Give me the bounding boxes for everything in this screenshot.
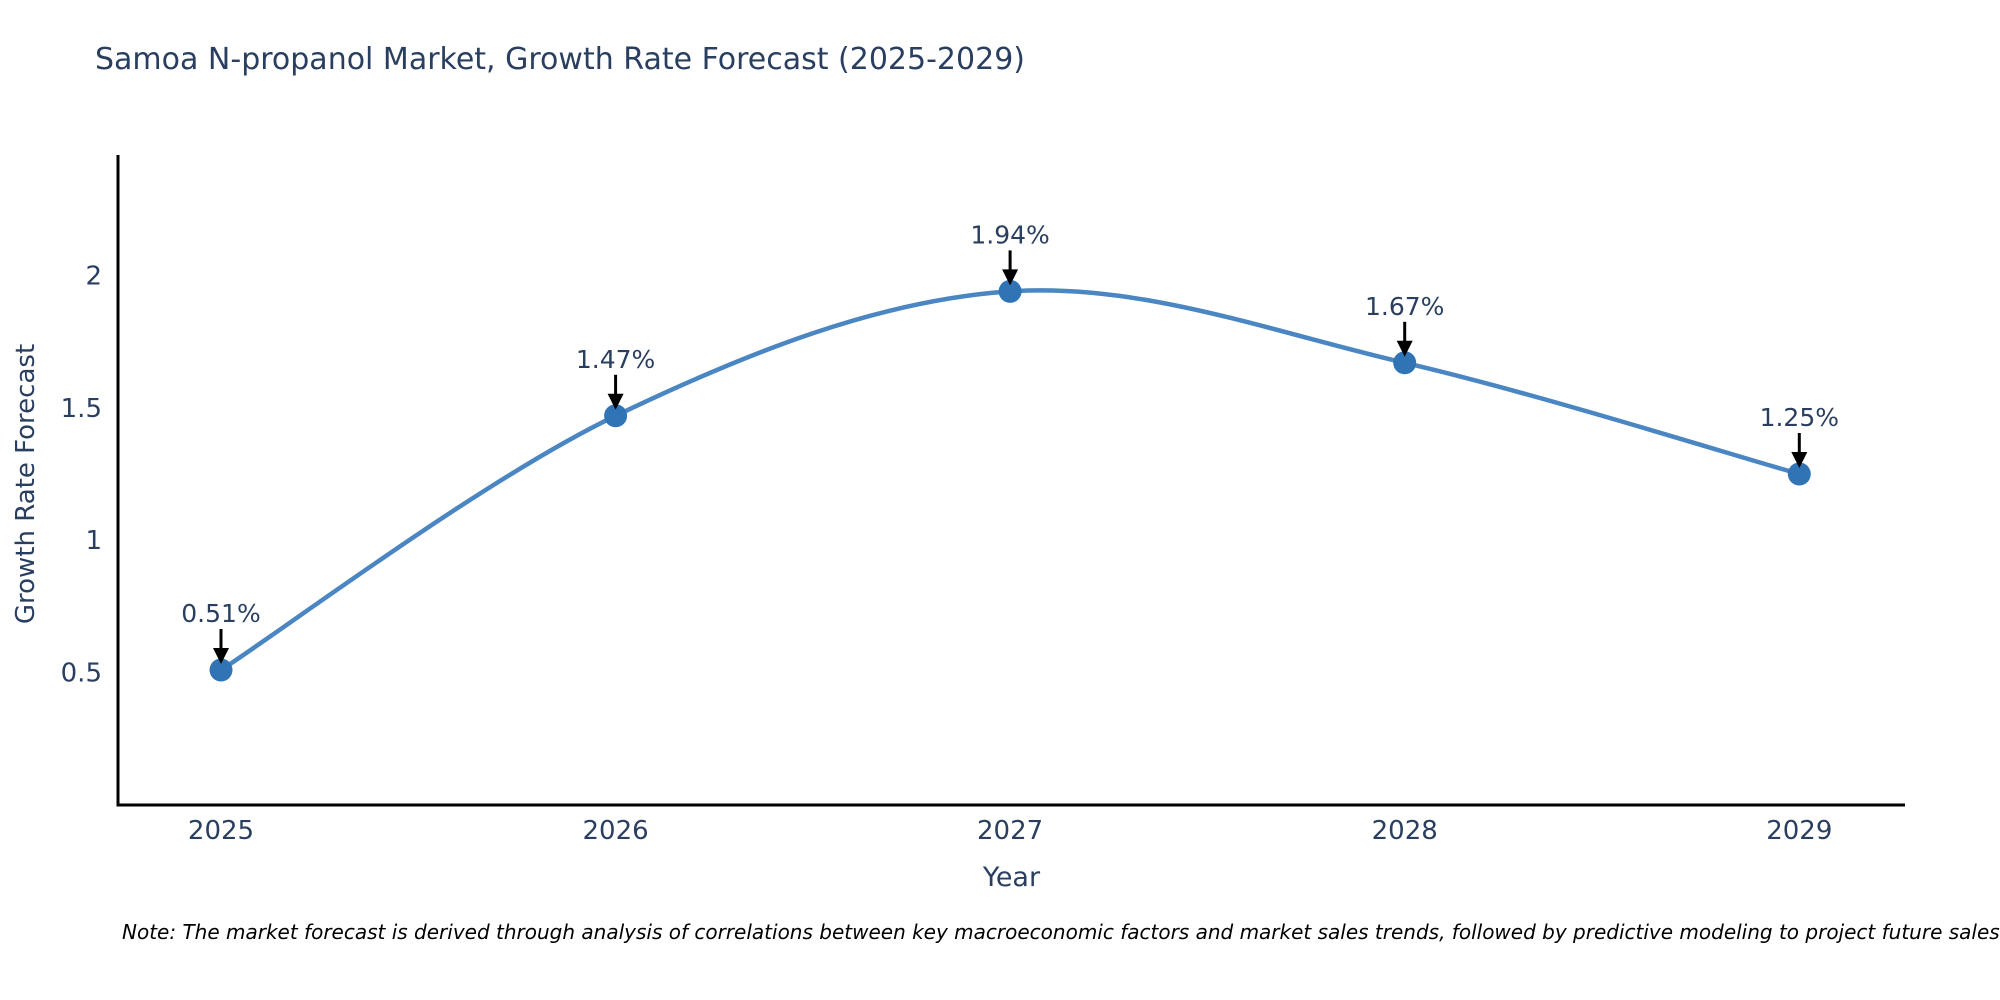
y-tick-label: 0.5	[61, 659, 102, 689]
point-value-label: 1.47%	[576, 345, 655, 374]
point-value-label: 0.51%	[181, 599, 260, 628]
forecast-line	[219, 288, 1800, 672]
x-tick-label: 2027	[977, 816, 1043, 846]
y-tick-label: 1.5	[61, 394, 102, 424]
data-point-marker	[1393, 351, 1417, 375]
y-axis-label: Growth Rate Forecast	[11, 343, 41, 625]
data-point-marker	[998, 279, 1022, 303]
chart-title: Samoa N-propanol Market, Growth Rate For…	[95, 42, 1025, 77]
annotation-arrow-head	[1791, 452, 1808, 468]
y-tick-label: 2	[85, 262, 102, 292]
data-point-marker	[209, 658, 233, 682]
annotation-arrow-head	[1002, 269, 1019, 286]
y-tick-label: 1	[85, 526, 102, 556]
x-tick-label: 2026	[583, 816, 649, 846]
axes-lines	[116, 155, 1905, 807]
data-point-marker	[604, 404, 628, 428]
x-tick-label: 2028	[1372, 816, 1438, 846]
annotation-arrow-head	[607, 393, 624, 410]
x-tick-label: 2025	[188, 816, 254, 846]
data-point-marker	[1787, 462, 1811, 486]
annotation-arrow-head	[1396, 340, 1413, 357]
footnote: Note: The market forecast is derived thr…	[122, 920, 2000, 944]
x-tick-label: 2029	[1766, 816, 1832, 846]
point-value-label: 1.67%	[1365, 292, 1444, 321]
point-value-label: 1.25%	[1760, 403, 1839, 432]
x-axis-label: Year	[982, 862, 1041, 893]
point-value-label: 1.94%	[970, 220, 1049, 249]
annotation-arrow-head	[213, 648, 229, 664]
